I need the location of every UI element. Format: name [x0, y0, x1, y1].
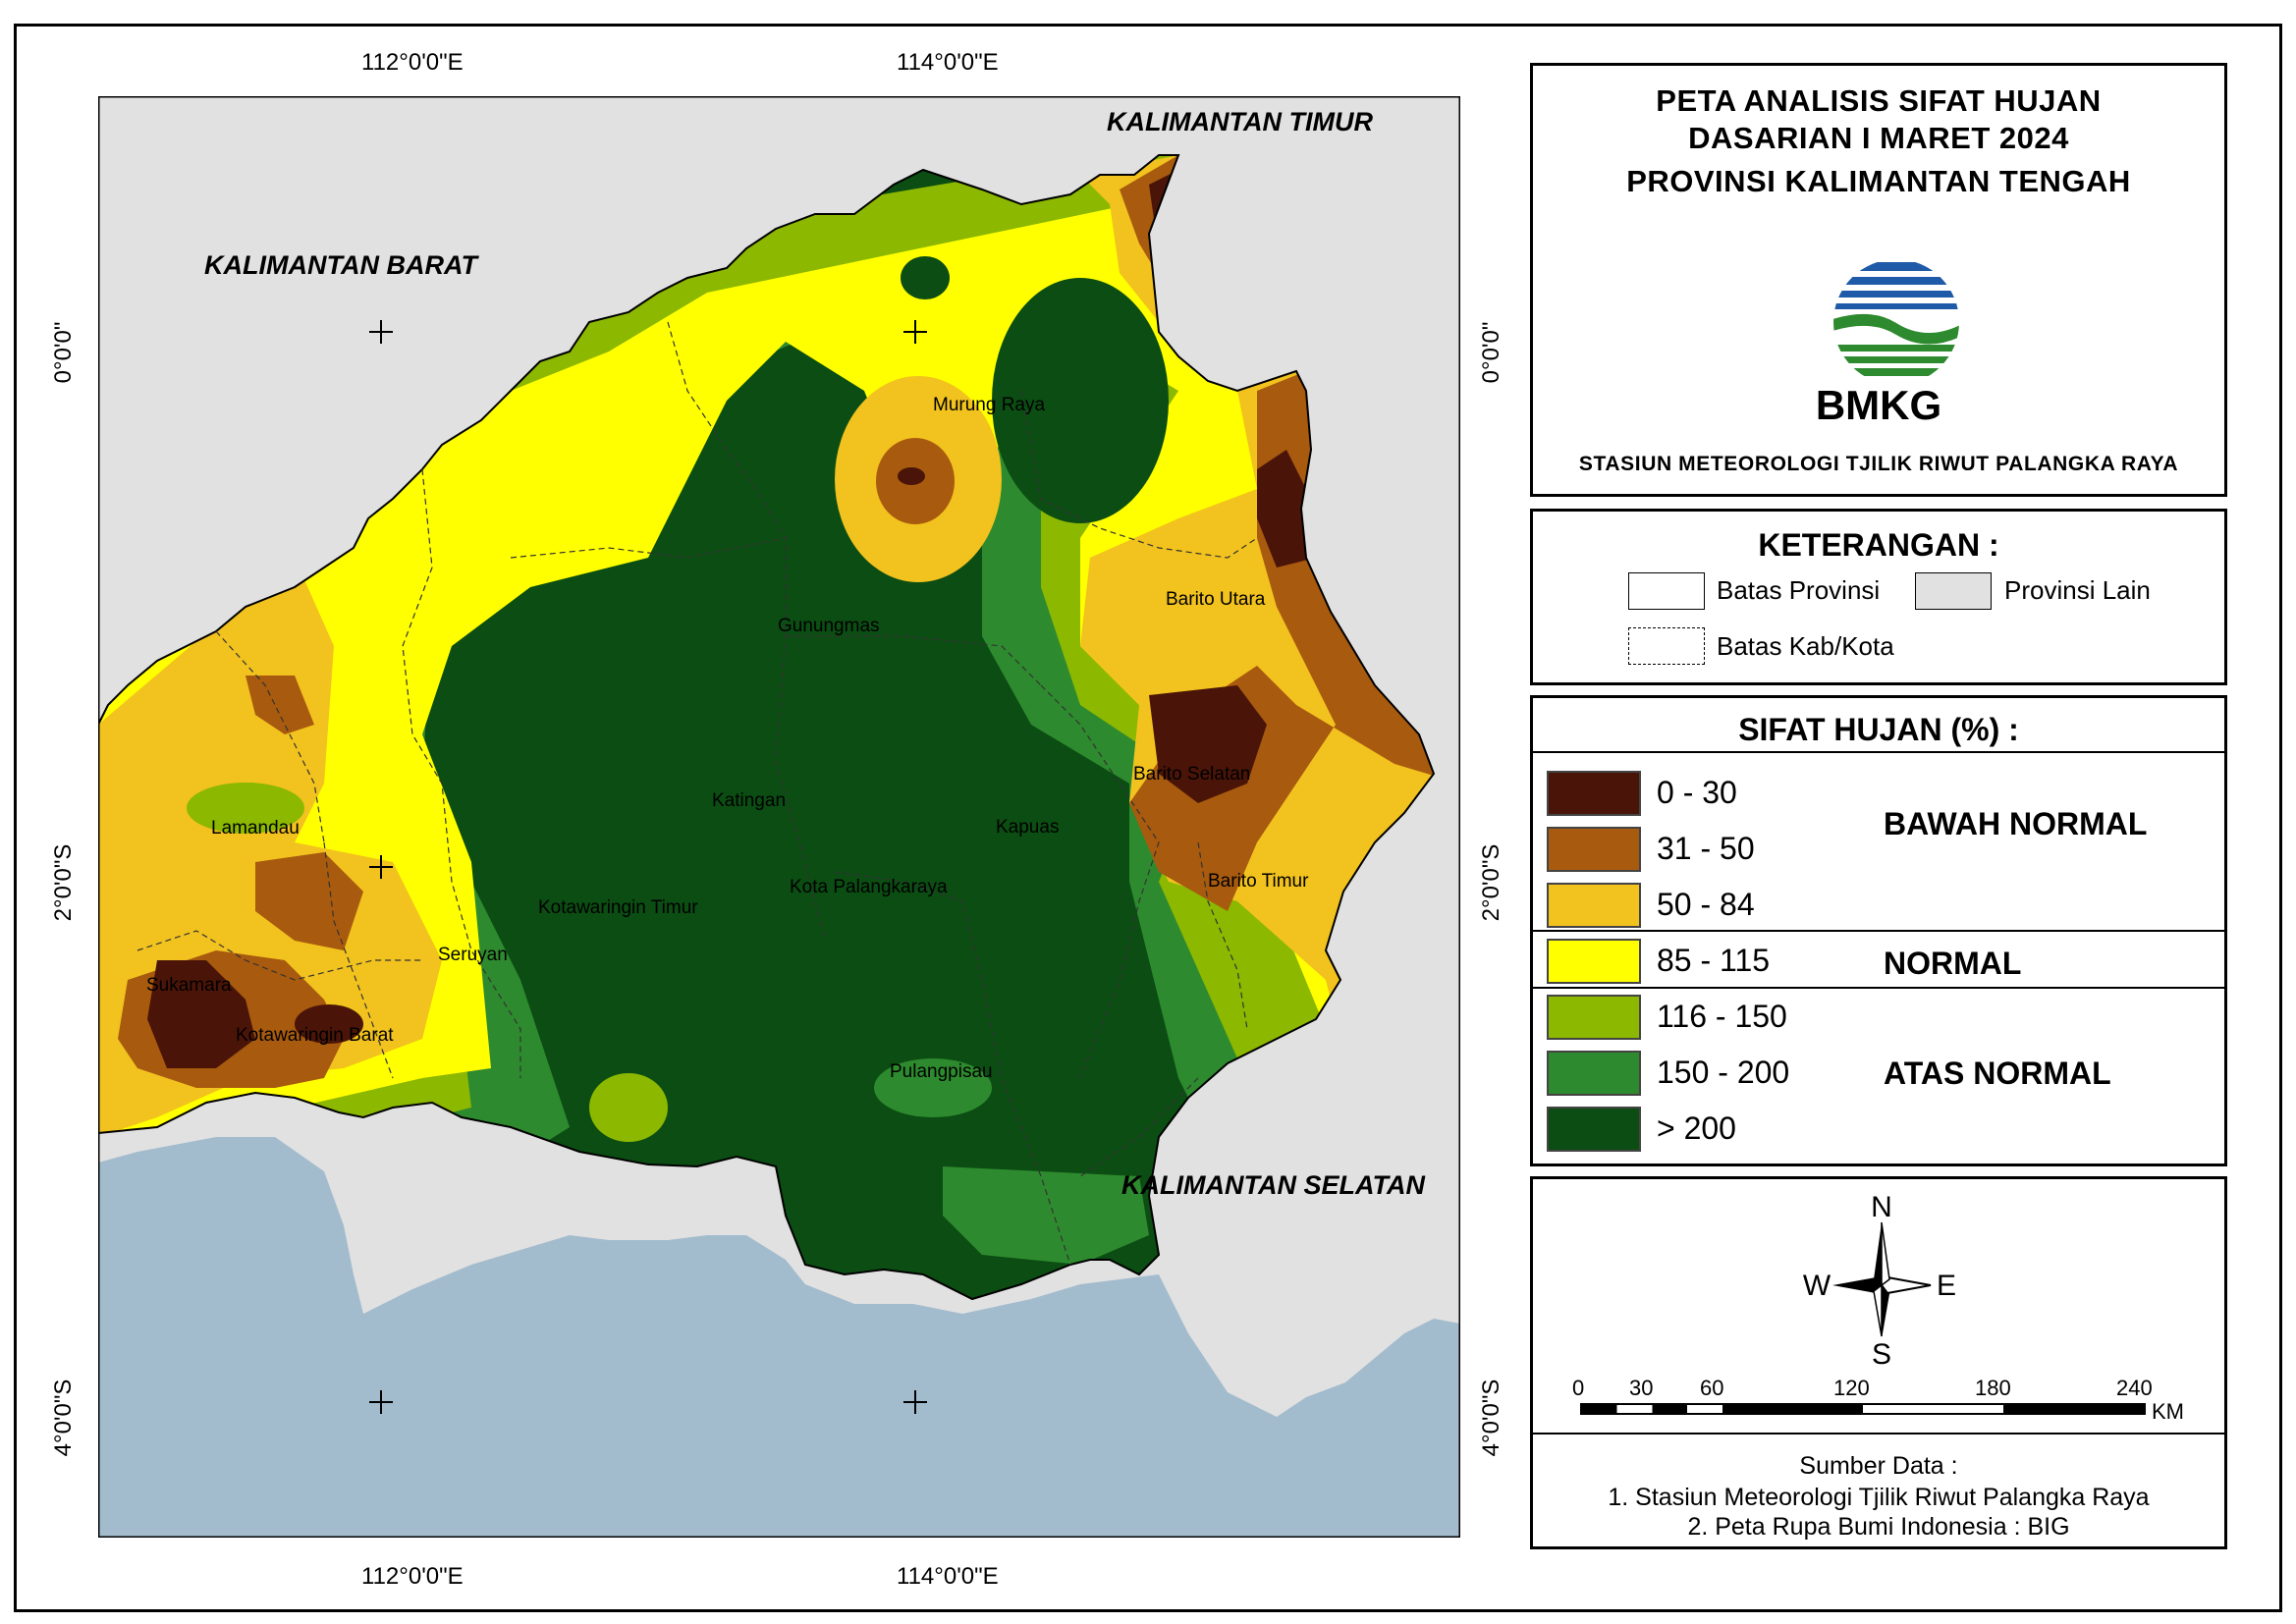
- label-kotawaringin-barat: Kotawaringin Barat: [236, 1025, 394, 1046]
- coord-left-top: 0°0'0": [50, 321, 77, 384]
- source-line-1: 1. Stasiun Meteorologi Tjilik Riwut Pala…: [1608, 1484, 2150, 1511]
- label-kotawaringin-timur: Kotawaringin Timur: [538, 897, 698, 918]
- coord-top-right: 114°0'0"E: [897, 49, 999, 76]
- label-barito-utara: Barito Utara: [1166, 589, 1266, 610]
- category-bawah-normal: BAWAH NORMAL: [1884, 806, 2148, 841]
- south-label: S: [1872, 1338, 1891, 1366]
- label-kota-palangkaraya: Kota Palangkaraya: [790, 877, 948, 897]
- legend-label-2: 50 - 84: [1657, 887, 1755, 922]
- legend-swatch-6: [1547, 1107, 1641, 1152]
- category-normal: NORMAL: [1884, 946, 2022, 981]
- source-heading: Sumber Data :: [1799, 1452, 1958, 1480]
- legend-label-1: 31 - 50: [1657, 831, 1755, 866]
- title-line-3: PROVINSI KALIMANTAN TENGAH: [1626, 164, 2131, 198]
- label-katingan: Katingan: [712, 790, 786, 811]
- rainfall-map: KALIMANTAN TIMUR KALIMANTAN BARAT KALIMA…: [98, 96, 1460, 1538]
- legend-label-5: 150 - 200: [1657, 1055, 1790, 1090]
- coord-left-bottom: 4°0'0"S: [50, 1379, 77, 1457]
- graticule-crosses: [369, 320, 927, 1414]
- north-arrow-icon: N S W E: [1803, 1191, 1956, 1366]
- label-barito-selatan: Barito Selatan: [1133, 764, 1250, 785]
- bmkg-logo-icon: [1833, 262, 1959, 376]
- west-label: W: [1803, 1270, 1831, 1302]
- provinsi-lain-label: Provinsi Lain: [2004, 575, 2151, 605]
- map-frame: [14, 24, 2282, 1612]
- label-sukamara: Sukamara: [146, 975, 232, 996]
- sea-area: [98, 1137, 1460, 1538]
- coord-bottom-left: 112°0'0"E: [361, 1563, 464, 1590]
- legend-divider: [1533, 751, 2224, 753]
- batas-provinsi-swatch: [1628, 572, 1705, 610]
- label-kapuas: Kapuas: [996, 817, 1059, 838]
- label-kalimantan-barat: KALIMANTAN BARAT: [204, 250, 479, 280]
- title-line-1: PETA ANALISIS SIFAT HUJAN: [1656, 83, 2102, 118]
- label-seruyan: Seruyan: [438, 945, 508, 965]
- keterangan-heading: KETERANGAN :: [1758, 527, 1999, 563]
- coord-top-left: 112°0'0"E: [361, 49, 464, 76]
- label-gunungmas: Gunungmas: [778, 616, 880, 636]
- coord-left-mid: 2°0'0"S: [50, 843, 77, 922]
- legend-swatch-1: [1547, 827, 1641, 872]
- station-name: STASIUN METEOROLOGI TJILIK RIWUT PALANGK…: [1578, 453, 2179, 475]
- scale-bar: 0 30 60 120 180 240 KM: [1572, 1376, 2184, 1424]
- batas-kab-label: Batas Kab/Kota: [1717, 631, 1894, 661]
- legend-swatch-5: [1547, 1051, 1641, 1096]
- batas-kab-swatch: [1628, 627, 1705, 665]
- bmkg-logo-text: BMKG: [1815, 382, 1942, 428]
- category-atas-normal: ATAS NORMAL: [1884, 1056, 2111, 1091]
- label-pulangpisau: Pulangpisau: [890, 1061, 993, 1082]
- legend-label-6: > 200: [1657, 1110, 1736, 1146]
- label-kalimantan-timur: KALIMANTAN TIMUR: [1107, 107, 1373, 136]
- coord-right-bottom: 4°0'0"S: [1478, 1379, 1504, 1457]
- legend-box: SIFAT HUJAN (%) : 0 - 30 31 - 50 50 - 84…: [1530, 695, 2227, 1166]
- label-lamandau: Lamandau: [211, 818, 300, 839]
- coord-right-mid: 2°0'0"S: [1478, 843, 1504, 922]
- label-murung-raya: Murung Raya: [933, 395, 1045, 415]
- regency-boundaries: [137, 321, 1258, 1266]
- legend-label-4: 116 - 150: [1657, 999, 1787, 1034]
- provinsi-lain-swatch: [1915, 572, 1992, 610]
- label-barito-timur: Barito Timur: [1208, 871, 1309, 892]
- legend-swatch-4: [1547, 995, 1641, 1040]
- batas-provinsi-label: Batas Provinsi: [1717, 575, 1881, 605]
- legend-swatch-0: [1547, 771, 1641, 816]
- legend-label-3: 85 - 115: [1657, 943, 1771, 978]
- legend-label-0: 0 - 30: [1657, 775, 1737, 810]
- legend-swatch-2: [1547, 883, 1641, 928]
- east-label: E: [1937, 1270, 1956, 1302]
- legend-swatch-3: [1547, 939, 1641, 984]
- coord-right-top: 0°0'0": [1478, 321, 1504, 384]
- coord-bottom-right: 114°0'0"E: [897, 1563, 999, 1590]
- north-label: N: [1871, 1191, 1892, 1223]
- legend-heading: SIFAT HUJAN (%) :: [1738, 712, 2019, 747]
- label-kalimantan-selatan: KALIMANTAN SELATAN: [1121, 1170, 1425, 1200]
- info-box: N S W E 0 30 60 120 180 240 KM Sumber Da…: [1530, 1176, 2227, 1549]
- title-line-2: DASARIAN I MARET 2024: [1688, 121, 2069, 155]
- keterangan-box: KETERANGAN : Batas Provinsi Provinsi Lai…: [1530, 509, 2227, 685]
- source-line-2: 2. Peta Rupa Bumi Indonesia : BIG: [1687, 1513, 2070, 1541]
- title-box: PETA ANALISIS SIFAT HUJAN DASARIAN I MAR…: [1530, 63, 2227, 497]
- regency-labels: Murung Raya Gunungmas Barito Utara Katin…: [146, 395, 1309, 1082]
